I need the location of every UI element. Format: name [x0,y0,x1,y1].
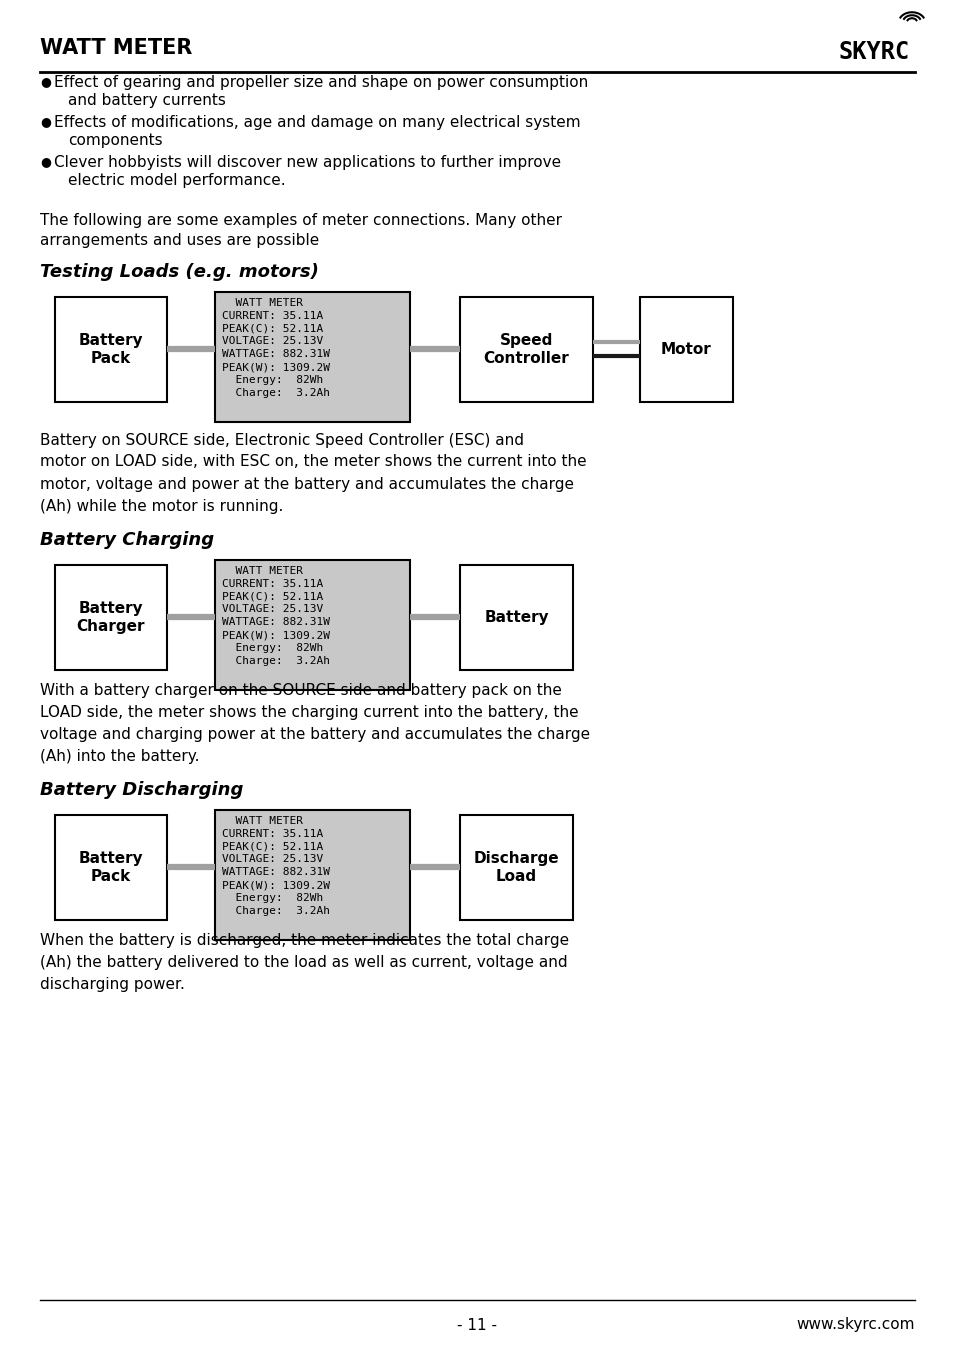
Text: WATT METER
CURRENT: 35.11A
PEAK(C): 52.11A
VOLTAGE: 25.13V
WATTAGE: 882.31W
PEAK: WATT METER CURRENT: 35.11A PEAK(C): 52.1… [222,816,330,916]
Text: Effect of gearing and propeller size and shape on power consumption: Effect of gearing and propeller size and… [54,74,588,90]
Text: components: components [68,133,162,148]
Text: Motor: Motor [660,342,711,356]
Text: Battery
Pack: Battery Pack [78,334,143,366]
Text: arrangements and uses are possible: arrangements and uses are possible [40,234,319,249]
Text: WATT METER
CURRENT: 35.11A
PEAK(C): 52.11A
VOLTAGE: 25.13V
WATTAGE: 882.31W
PEAK: WATT METER CURRENT: 35.11A PEAK(C): 52.1… [222,299,330,398]
FancyBboxPatch shape [55,815,167,920]
Text: Testing Loads (e.g. motors): Testing Loads (e.g. motors) [40,264,318,281]
Text: www.skyrc.com: www.skyrc.com [796,1318,914,1333]
Text: (Ah) the battery delivered to the load as well as current, voltage and: (Ah) the battery delivered to the load a… [40,955,567,970]
FancyBboxPatch shape [459,297,593,402]
Text: ●: ● [40,156,51,168]
Text: ●: ● [40,116,51,129]
Text: and battery currents: and battery currents [68,94,226,109]
Text: Discharge
Load: Discharge Load [474,851,558,884]
Text: Battery: Battery [484,611,548,625]
Text: (Ah) into the battery.: (Ah) into the battery. [40,749,199,764]
Text: Battery on SOURCE side, Electronic Speed Controller (ESC) and: Battery on SOURCE side, Electronic Speed… [40,433,523,448]
Text: - 11 -: - 11 - [456,1318,497,1333]
Text: motor on LOAD side, with ESC on, the meter shows the current into the: motor on LOAD side, with ESC on, the met… [40,455,586,469]
FancyBboxPatch shape [459,815,573,920]
Text: Battery Discharging: Battery Discharging [40,781,243,799]
Text: WATT METER: WATT METER [40,38,193,58]
Text: Battery
Pack: Battery Pack [78,851,143,884]
Text: ●: ● [40,75,51,89]
Text: When the battery is discharged, the meter indicates the total charge: When the battery is discharged, the mete… [40,932,569,947]
Text: Battery
Charger: Battery Charger [76,601,145,633]
Text: motor, voltage and power at the battery and accumulates the charge: motor, voltage and power at the battery … [40,476,574,491]
Text: Speed
Controller: Speed Controller [483,334,569,366]
Text: discharging power.: discharging power. [40,976,185,991]
Text: SKYRC: SKYRC [838,40,909,65]
FancyBboxPatch shape [214,560,410,690]
FancyBboxPatch shape [55,297,167,402]
Text: WATT METER
CURRENT: 35.11A
PEAK(C): 52.11A
VOLTAGE: 25.13V
WATTAGE: 882.31W
PEAK: WATT METER CURRENT: 35.11A PEAK(C): 52.1… [222,566,330,666]
FancyBboxPatch shape [214,292,410,422]
Text: LOAD side, the meter shows the charging current into the battery, the: LOAD side, the meter shows the charging … [40,705,578,720]
FancyBboxPatch shape [214,810,410,940]
FancyBboxPatch shape [459,565,573,670]
Text: electric model performance.: electric model performance. [68,174,285,188]
Text: The following are some examples of meter connections. Many other: The following are some examples of meter… [40,213,561,227]
Text: With a battery charger on the SOURCE side and battery pack on the: With a battery charger on the SOURCE sid… [40,682,561,698]
Text: Effects of modifications, age and damage on many electrical system: Effects of modifications, age and damage… [54,114,580,129]
Text: (Ah) while the motor is running.: (Ah) while the motor is running. [40,499,283,514]
FancyBboxPatch shape [55,565,167,670]
FancyBboxPatch shape [639,297,732,402]
Text: Clever hobbyists will discover new applications to further improve: Clever hobbyists will discover new appli… [54,155,560,169]
Text: voltage and charging power at the battery and accumulates the charge: voltage and charging power at the batter… [40,726,590,741]
Text: Battery Charging: Battery Charging [40,531,213,549]
